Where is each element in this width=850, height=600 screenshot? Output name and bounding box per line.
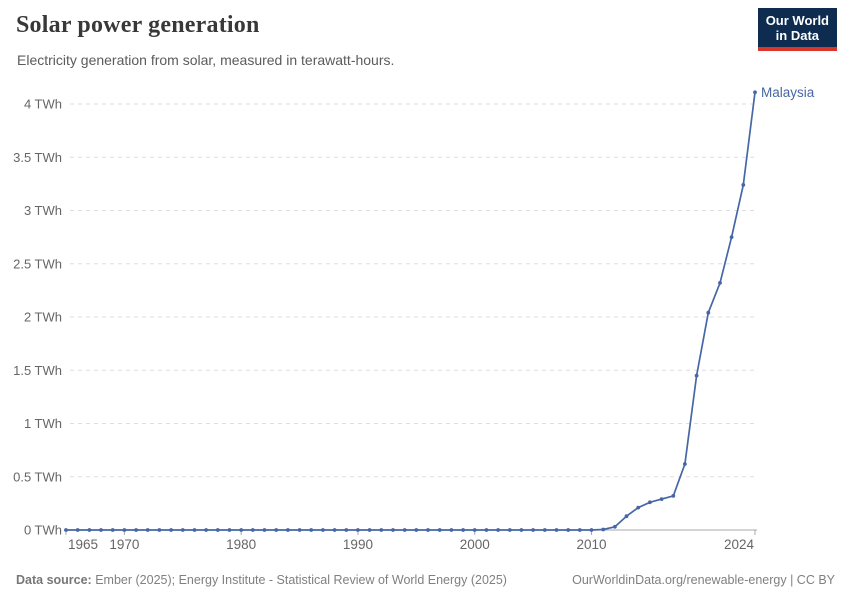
chart-title: Solar power generation [16,12,260,38]
data-point-2013[interactable] [624,514,629,519]
data-point-1971[interactable] [134,528,139,532]
data-point-1981[interactable] [250,528,255,532]
data-point-2016[interactable] [659,497,664,501]
x-axis-label-1990: 1990 [343,537,373,552]
data-point-1967[interactable] [87,528,92,532]
data-point-1978[interactable] [215,528,220,532]
data-point-1995[interactable] [414,528,419,532]
y-axis-label-1.5: 1.5 TWh [13,363,62,378]
owid-logo-line1: Our World [765,13,829,28]
x-axis-label-1970: 1970 [109,537,139,552]
data-point-1999[interactable] [461,528,465,532]
data-point-1983[interactable] [274,528,279,532]
owid-url-link[interactable]: OurWorldinData.org/renewable-energy [572,573,787,587]
data-point-2008[interactable] [566,528,571,532]
data-source-label: Data source: [16,573,92,587]
data-point-1979[interactable] [227,528,232,532]
data-point-2014[interactable] [636,505,641,510]
data-point-1970[interactable] [122,528,127,532]
data-point-2012[interactable] [613,524,617,529]
data-point-1968[interactable] [99,528,103,532]
data-point-1994[interactable] [402,528,407,532]
data-point-2019[interactable] [694,373,699,378]
data-point-1988[interactable] [332,528,337,532]
data-point-2000[interactable] [472,528,477,532]
data-point-1985[interactable] [297,528,302,532]
x-axis-label-2024: 2024 [724,537,755,552]
data-point-1980[interactable] [239,528,244,532]
data-point-1987[interactable] [321,528,325,532]
x-axis-label-1980: 1980 [226,537,256,552]
data-point-1975[interactable] [180,528,185,532]
data-point-2009[interactable] [577,528,582,532]
owid-logo-line2: in Data [775,28,820,43]
data-point-1993[interactable] [391,528,395,532]
x-axis-label-1965: 1965 [68,537,98,552]
data-point-1990[interactable] [356,528,360,532]
data-point-1989[interactable] [344,528,349,532]
data-point-2020[interactable] [706,310,711,315]
data-source-note: Data source: Ember (2025); Energy Instit… [16,573,507,587]
data-point-1973[interactable] [157,528,162,532]
chart-subtitle: Electricity generation from solar, measu… [17,52,395,68]
data-point-2015[interactable] [648,500,652,505]
data-point-2007[interactable] [554,528,559,532]
data-point-2002[interactable] [496,528,500,532]
data-point-1977[interactable] [204,528,209,532]
data-point-1998[interactable] [449,528,454,532]
x-axis-label-2000: 2000 [460,537,490,552]
data-point-2001[interactable] [484,528,489,532]
data-point-2006[interactable] [542,528,547,532]
data-point-2004[interactable] [519,528,524,532]
data-point-2010[interactable] [589,528,594,532]
x-axis-label-2010: 2010 [576,537,606,552]
series-line-malaysia[interactable] [66,92,756,531]
data-point-1965[interactable] [64,528,68,532]
data-point-2005[interactable] [531,528,535,532]
data-source-text: Ember (2025); Energy Institute - Statist… [95,573,507,587]
data-point-1966[interactable] [75,528,80,532]
data-point-2018[interactable] [683,462,687,466]
y-axis-label-4: 4 TWh [24,97,62,112]
data-point-2021[interactable] [718,281,722,285]
data-point-1986[interactable] [309,528,314,532]
series-label-malaysia[interactable]: Malaysia [761,85,815,100]
license-text: | CC BY [786,573,835,587]
data-point-2011[interactable] [601,527,606,532]
y-axis-label-1: 1 TWh [24,416,62,431]
data-point-1972[interactable] [145,528,150,532]
y-axis-label-0.5: 0.5 TWh [13,469,62,484]
y-axis-label-3: 3 TWh [24,203,62,218]
data-point-2017[interactable] [671,494,676,498]
data-point-2003[interactable] [507,528,512,532]
y-axis-label-0: 0 TWh [24,523,62,538]
data-point-1991[interactable] [367,528,372,532]
owid-logo[interactable]: Our World in Data [757,8,837,51]
data-point-1996[interactable] [426,528,430,532]
y-axis-label-3.5: 3.5 TWh [13,150,62,165]
data-point-1974[interactable] [169,528,174,532]
data-point-2023[interactable] [741,183,746,187]
data-point-2022[interactable] [729,235,734,240]
footer-credit: OurWorldinData.org/renewable-energy | CC… [572,573,835,587]
data-point-1969[interactable] [110,528,115,532]
data-point-1976[interactable] [192,528,197,532]
y-axis-label-2: 2 TWh [24,310,62,325]
data-point-1982[interactable] [262,528,267,532]
data-point-2024[interactable] [753,90,757,95]
data-point-1984[interactable] [286,528,290,532]
data-point-1992[interactable] [379,528,384,532]
chart-footer: Data source: Ember (2025); Energy Instit… [16,573,835,587]
y-axis-label-2.5: 2.5 TWh [13,256,62,271]
data-point-1997[interactable] [437,528,442,532]
